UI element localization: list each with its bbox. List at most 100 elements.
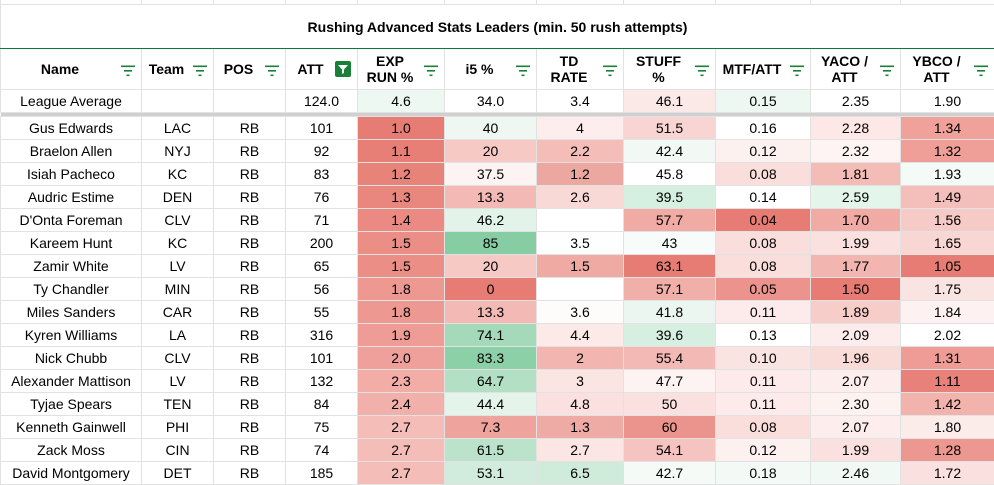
header-yaco-att[interactable]: YACO /ATT [811, 49, 901, 90]
cell-td-rate[interactable]: 3.6 [537, 301, 624, 324]
cell-mtf-att[interactable]: 0.05 [716, 278, 811, 301]
cell-stuff[interactable]: 60 [624, 416, 716, 439]
cell-team[interactable]: LV [142, 370, 214, 393]
cell-mtf-att[interactable]: 0.11 [716, 370, 811, 393]
cell-name[interactable]: Nick Chubb [1, 347, 142, 370]
cell-i5[interactable]: 46.2 [445, 209, 537, 232]
cell-name[interactable]: Isiah Pacheco [1, 163, 142, 186]
cell-att[interactable]: 75 [286, 416, 358, 439]
cell-td-rate[interactable]: 4 [537, 117, 624, 140]
cell-team[interactable]: KC [142, 163, 214, 186]
filter-icon[interactable] [121, 64, 135, 75]
cell-mtf-att[interactable]: 0.12 [716, 439, 811, 462]
cell-td-rate[interactable]: 1.5 [537, 255, 624, 278]
cell-ybco-att[interactable]: 1.31 [901, 347, 994, 370]
cell-att[interactable]: 101 [286, 117, 358, 140]
cell-att[interactable]: 84 [286, 393, 358, 416]
cell-team[interactable]: CAR [142, 301, 214, 324]
cell-mtf-att[interactable]: 0.10 [716, 347, 811, 370]
cell-stuff[interactable]: 54.1 [624, 439, 716, 462]
cell-ybco-att[interactable]: 1.28 [901, 439, 994, 462]
cell-td-rate[interactable]: 2.6 [537, 186, 624, 209]
cell-td-rate[interactable]: 4.4 [537, 324, 624, 347]
cell-i5[interactable]: 20 [445, 255, 537, 278]
cell-exp-run[interactable]: 1.4 [358, 209, 445, 232]
cell-mtf-att[interactable]: 0.18 [716, 462, 811, 485]
cell-stuff[interactable]: 57.1 [624, 278, 716, 301]
filter-icon[interactable] [880, 64, 894, 75]
header-mtf-att[interactable]: MTF/ATT [716, 49, 811, 90]
cell-mtf-att[interactable]: 0.08 [716, 163, 811, 186]
filter-icon[interactable] [424, 64, 438, 75]
cell-yaco-att[interactable]: 1.77 [811, 255, 901, 278]
cell-yaco-att[interactable]: 2.32 [811, 140, 901, 163]
cell-i5[interactable]: 20 [445, 140, 537, 163]
cell-stuff[interactable]: 51.5 [624, 117, 716, 140]
cell-yaco-att[interactable]: 1.99 [811, 439, 901, 462]
cell-exp-run[interactable]: 1.8 [358, 301, 445, 324]
avg-pos[interactable] [214, 90, 286, 113]
cell-exp-run[interactable]: 1.0 [358, 117, 445, 140]
cell-pos[interactable]: RB [214, 393, 286, 416]
header-name[interactable]: Name [1, 49, 142, 90]
avg-yaco-att[interactable]: 2.35 [811, 90, 901, 113]
cell-mtf-att[interactable]: 0.14 [716, 186, 811, 209]
header-ybco-att[interactable]: YBCO /ATT [901, 49, 994, 90]
cell-name[interactable]: Kenneth Gainwell [1, 416, 142, 439]
cell-stuff[interactable]: 63.1 [624, 255, 716, 278]
cell-exp-run[interactable]: 2.7 [358, 439, 445, 462]
header-pos[interactable]: POS [214, 49, 286, 90]
cell-i5[interactable]: 40 [445, 117, 537, 140]
cell-pos[interactable]: RB [214, 186, 286, 209]
cell-yaco-att[interactable]: 1.89 [811, 301, 901, 324]
header-stuff[interactable]: STUFF% [624, 49, 716, 90]
avg-att[interactable]: 124.0 [286, 90, 358, 113]
cell-name[interactable]: Audric Estime [1, 186, 142, 209]
cell-exp-run[interactable]: 1.9 [358, 324, 445, 347]
cell-td-rate[interactable]: 4.8 [537, 393, 624, 416]
cell-att[interactable]: 92 [286, 140, 358, 163]
filter-active-icon[interactable] [335, 61, 351, 77]
cell-stuff[interactable]: 43 [624, 232, 716, 255]
cell-i5[interactable]: 13.3 [445, 186, 537, 209]
cell-name[interactable]: Zack Moss [1, 439, 142, 462]
filter-icon[interactable] [265, 64, 279, 75]
cell-stuff[interactable]: 39.6 [624, 324, 716, 347]
cell-i5[interactable]: 64.7 [445, 370, 537, 393]
cell-team[interactable]: DET [142, 462, 214, 485]
cell-ybco-att[interactable]: 1.75 [901, 278, 994, 301]
cell-pos[interactable]: RB [214, 324, 286, 347]
cell-mtf-att[interactable]: 0.04 [716, 209, 811, 232]
filter-icon[interactable] [516, 64, 530, 75]
cell-team[interactable]: LV [142, 255, 214, 278]
cell-pos[interactable]: RB [214, 278, 286, 301]
cell-stuff[interactable]: 42.4 [624, 140, 716, 163]
cell-team[interactable]: CIN [142, 439, 214, 462]
cell-pos[interactable]: RB [214, 439, 286, 462]
cell-mtf-att[interactable]: 0.11 [716, 301, 811, 324]
cell-exp-run[interactable]: 2.7 [358, 462, 445, 485]
filter-icon[interactable] [695, 64, 709, 75]
cell-stuff[interactable]: 57.7 [624, 209, 716, 232]
header-team[interactable]: Team [142, 49, 214, 90]
cell-mtf-att[interactable]: 0.11 [716, 393, 811, 416]
cell-yaco-att[interactable]: 2.46 [811, 462, 901, 485]
cell-stuff[interactable]: 39.5 [624, 186, 716, 209]
cell-yaco-att[interactable]: 2.59 [811, 186, 901, 209]
cell-td-rate[interactable]: 3 [537, 370, 624, 393]
cell-name[interactable]: Miles Sanders [1, 301, 142, 324]
cell-mtf-att[interactable]: 0.16 [716, 117, 811, 140]
cell-ybco-att[interactable]: 1.11 [901, 370, 994, 393]
avg-td-rate[interactable]: 3.4 [537, 90, 624, 113]
cell-mtf-att[interactable]: 0.08 [716, 232, 811, 255]
cell-yaco-att[interactable]: 1.96 [811, 347, 901, 370]
cell-team[interactable]: LA [142, 324, 214, 347]
cell-stuff[interactable]: 42.7 [624, 462, 716, 485]
cell-yaco-att[interactable]: 1.50 [811, 278, 901, 301]
cell-ybco-att[interactable]: 1.72 [901, 462, 994, 485]
avg-ybco-att[interactable]: 1.90 [901, 90, 994, 113]
filter-icon[interactable] [790, 64, 804, 75]
cell-att[interactable]: 71 [286, 209, 358, 232]
cell-td-rate[interactable]: 2.2 [537, 140, 624, 163]
avg-team[interactable] [142, 90, 214, 113]
